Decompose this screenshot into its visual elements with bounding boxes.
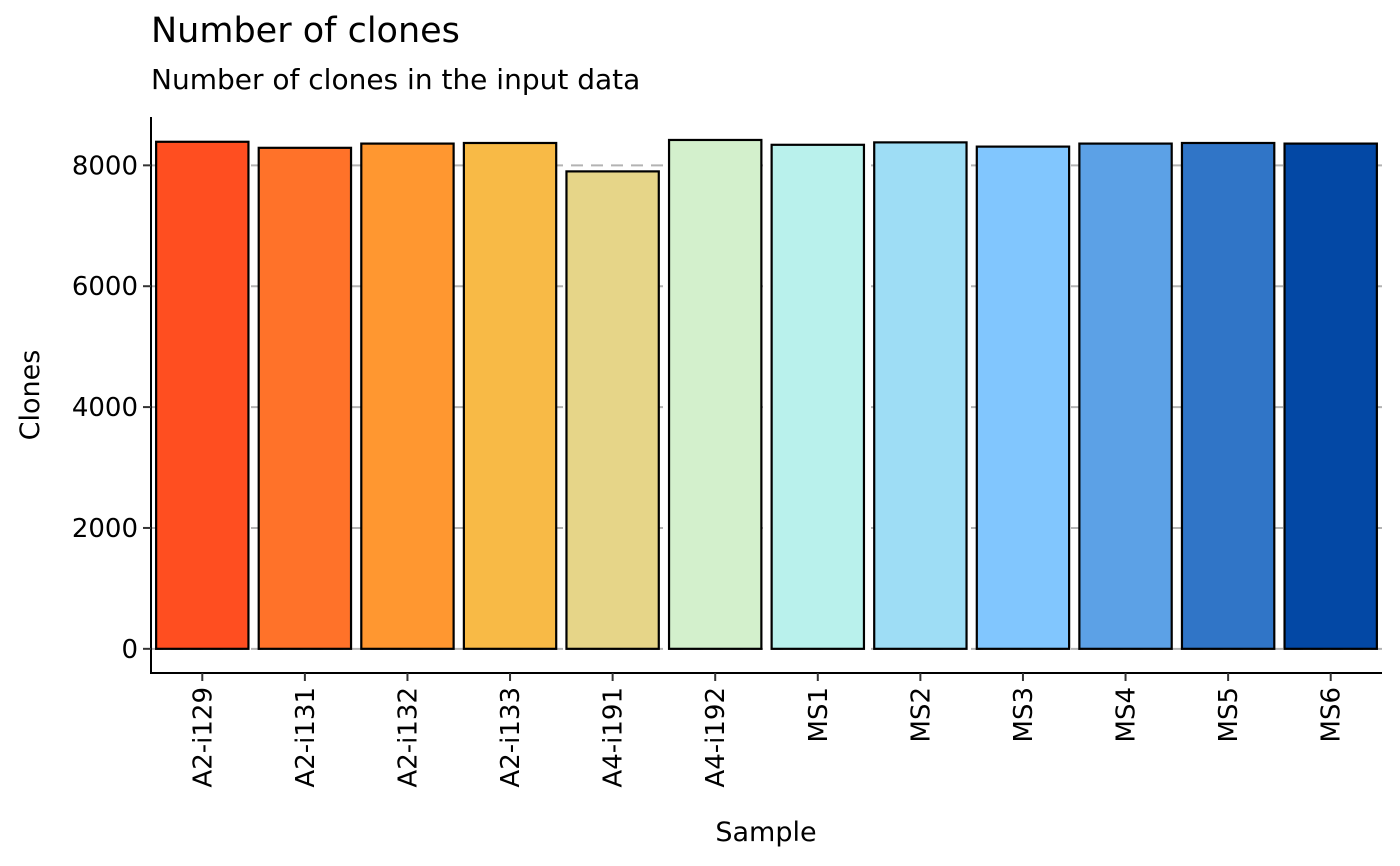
y-tick-label: 6000 [72, 272, 138, 302]
bar-a2-i131 [257, 146, 353, 650]
bar-a2-i133 [462, 141, 558, 650]
x-axis-label: Sample [715, 817, 816, 848]
grid-lines [151, 164, 1382, 650]
x-tick-label: MS6 [1317, 687, 1347, 742]
y-tick-label: 4000 [72, 393, 138, 423]
x-tick-label: A2-i132 [393, 687, 423, 788]
bar-ms3 [975, 145, 1071, 650]
x-tick-label: MS1 [804, 687, 834, 742]
x-tick-label: A2-i133 [496, 687, 526, 788]
bar-ms2 [873, 141, 968, 650]
chart-subtitle: Number of clones in the input data [151, 63, 641, 96]
y-tick-label: 8000 [72, 151, 138, 181]
x-ticks: A2-i129 A2-i131 A2-i132 A2-i133 A4-i191 A4-i1… [188, 673, 1347, 788]
chart-title: Number of clones [151, 11, 460, 51]
x-tick-label: A4-i192 [701, 687, 731, 788]
bar-ms4 [1078, 142, 1173, 650]
bar-a4-i191 [565, 170, 660, 650]
x-tick-label: A2-i131 [291, 687, 321, 788]
x-tick-label: MS2 [906, 687, 936, 742]
bar-ms6 [1283, 142, 1378, 650]
bar-a4-i192 [667, 138, 763, 650]
x-tick-label: A4-i191 [599, 687, 629, 788]
x-tick-label: MS4 [1112, 687, 1142, 742]
axes [150, 117, 1382, 674]
bars [155, 138, 1378, 650]
y-ticks: 0 2000 4000 6000 8000 [72, 151, 151, 665]
bar-a2-i132 [360, 142, 455, 650]
bar-ms5 [1180, 141, 1276, 650]
bar-a2-i129 [155, 140, 250, 650]
y-tick-label: 2000 [72, 514, 138, 544]
bar-ms1 [770, 143, 866, 650]
y-tick-label: 0 [121, 635, 138, 665]
y-axis-label: Clones [15, 350, 46, 441]
x-tick-label: MS5 [1214, 687, 1244, 742]
x-tick-label: MS3 [1009, 687, 1039, 742]
x-tick-label: A2-i129 [188, 687, 218, 788]
